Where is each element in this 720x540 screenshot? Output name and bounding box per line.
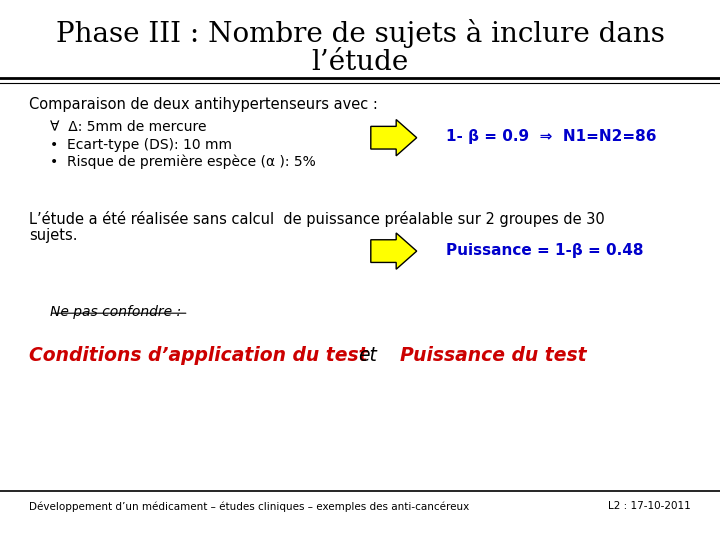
Text: et: et — [359, 346, 377, 365]
Text: Développement d’un médicament – études cliniques – exemples des anti-cancéreux: Développement d’un médicament – études c… — [29, 501, 469, 511]
Text: L2 : 17-10-2011: L2 : 17-10-2011 — [608, 501, 691, 511]
Text: Conditions d’application du test: Conditions d’application du test — [29, 346, 367, 365]
Text: Comparaison de deux antihypertenseurs avec :: Comparaison de deux antihypertenseurs av… — [29, 97, 378, 112]
Text: •  Risque de première espèce (α ): 5%: • Risque de première espèce (α ): 5% — [50, 155, 316, 170]
Text: sujets.: sujets. — [29, 228, 77, 243]
Text: L’étude a été réalisée sans calcul  de puissance préalable sur 2 groupes de 30: L’étude a été réalisée sans calcul de pu… — [29, 211, 605, 227]
Text: •  Ecart-type (DS): 10 mm: • Ecart-type (DS): 10 mm — [50, 138, 233, 152]
Text: Ne pas confondre :: Ne pas confondre : — [50, 305, 181, 319]
Text: 1- β = 0.9  ⇒  N1=N2=86: 1- β = 0.9 ⇒ N1=N2=86 — [446, 129, 657, 144]
Text: l’étude: l’étude — [311, 49, 409, 76]
Text: ∀  Δ: 5mm de mercure: ∀ Δ: 5mm de mercure — [50, 120, 207, 134]
FancyArrow shape — [371, 119, 417, 156]
Text: Puissance du test: Puissance du test — [400, 346, 586, 365]
FancyArrow shape — [371, 233, 417, 269]
Text: Puissance = 1-β = 0.48: Puissance = 1-β = 0.48 — [446, 242, 644, 258]
Text: Phase III : Nombre de sujets à inclure dans: Phase III : Nombre de sujets à inclure d… — [55, 19, 665, 48]
